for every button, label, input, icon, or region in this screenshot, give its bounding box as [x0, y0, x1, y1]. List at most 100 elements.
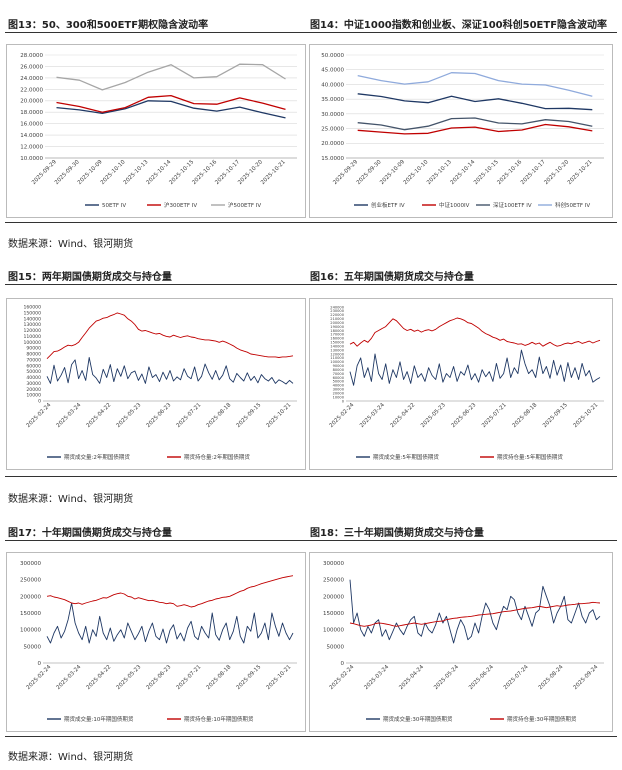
- x-tick-label: 2025-10-21: [573, 402, 600, 429]
- x-tick-label: 2025-05-23: [116, 402, 143, 429]
- chart14-svg: 15.0000 20.0000 25.0000 30.0000 35.0000 40.00…: [321, 53, 604, 209]
- chart18-title: 图18：三十年期国债期货成交与持仓量: [310, 528, 484, 539]
- y-tick-label: 50.0000: [321, 53, 344, 59]
- y-tick-label: 240000: [330, 305, 344, 309]
- y-tick-label: 60000: [26, 363, 41, 369]
- y-tick-label: 0: [342, 399, 345, 403]
- y-tick-label: 110000: [330, 356, 344, 360]
- series-line: [349, 317, 601, 347]
- y-tick-label: 16.0000: [20, 122, 43, 128]
- y-tick-label: 90000: [26, 346, 41, 352]
- x-tick-label: 2025-08-18: [206, 402, 233, 429]
- y-tick-label: 250000: [323, 578, 344, 584]
- y-tick-label: 70000: [26, 357, 41, 363]
- y-tick-label: 35.0000: [321, 97, 344, 103]
- chart17-title: 图17：十年期国债期货成交与持仓量: [8, 528, 172, 539]
- y-tick-label: 0: [38, 399, 41, 405]
- x-tick-label: 2025-09-15: [542, 402, 569, 429]
- x-tick-label: 2025-05-24: [433, 664, 460, 691]
- y-tick-label: 80000: [26, 352, 41, 358]
- y-tick-label: 20000: [333, 391, 345, 395]
- y-tick-label: 150000: [323, 611, 344, 617]
- y-tick-label: 10000: [26, 393, 41, 399]
- series-line: [349, 349, 601, 386]
- series-line: [46, 602, 294, 644]
- legend-label: 沪300ETF IV: [164, 201, 197, 209]
- y-tick-label: 20000: [26, 387, 41, 393]
- y-tick-label: 150000: [20, 611, 41, 617]
- y-tick-label: 190000: [330, 325, 344, 329]
- series-line: [46, 575, 294, 608]
- legend-label: 期货持仓量:5年期国债期货: [497, 453, 563, 461]
- x-tick-label: 2025-05-23: [116, 664, 143, 691]
- legend-label: 期货成交量:5年期国债期货: [373, 453, 439, 461]
- y-tick-label: 50000: [327, 644, 345, 650]
- x-tick-label: 2025-09-24: [573, 664, 600, 691]
- divider: [5, 222, 617, 223]
- y-tick-label: 60000: [333, 376, 345, 380]
- y-tick-label: 140000: [23, 316, 41, 322]
- y-tick-label: 20.0000: [321, 141, 344, 147]
- series-line: [56, 100, 286, 119]
- x-tick-label: 2025-06-23: [146, 402, 173, 429]
- y-tick-label: 10000: [333, 395, 345, 399]
- y-tick-label: 200000: [330, 321, 344, 325]
- series-line: [349, 601, 601, 627]
- series-line: [46, 357, 294, 385]
- x-tick-label: 2025-04-22: [390, 402, 417, 429]
- y-tick-label: 50000: [26, 369, 41, 375]
- x-tick-label: 2025-10-21: [260, 159, 287, 186]
- y-tick-label: 100000: [323, 628, 344, 634]
- divider: [5, 284, 617, 285]
- x-tick-label: 2025-03-24: [56, 402, 83, 429]
- y-tick-label: 0: [341, 661, 345, 667]
- chart14-panel: 15.0000 20.0000 25.0000 30.0000 35.0000 40.00…: [309, 44, 613, 218]
- chart17-svg: 0 50000 100000 150000 200000 250000 300000 2025…: [20, 561, 297, 723]
- x-tick-label: 2025-03-24: [363, 664, 390, 691]
- y-tick-label: 110000: [23, 334, 41, 340]
- y-tick-label: 200000: [323, 594, 344, 600]
- y-tick-label: 22.0000: [20, 87, 43, 93]
- legend-label: 创业板ETF IV: [371, 201, 405, 209]
- chart13-title: 图13：50、300和500ETF期权隐含波动率: [8, 20, 209, 31]
- x-tick-label: 2025-02-24: [329, 402, 356, 429]
- legend-label: 深证100ETF IV: [493, 201, 532, 209]
- legend-label: 期货成交量:2年期国债期货: [64, 453, 130, 461]
- legend-label: 沪500ETF IV: [228, 201, 261, 209]
- x-tick-label: 2025-09-15: [236, 664, 263, 691]
- y-tick-label: 14.0000: [20, 133, 43, 139]
- x-tick-label: 2025-02-24: [26, 664, 53, 691]
- x-tick-label: 2025-10-21: [266, 664, 293, 691]
- y-tick-label: 200000: [20, 594, 41, 600]
- y-tick-label: 0: [38, 661, 42, 667]
- series-line: [357, 93, 593, 111]
- chart15-svg: 0100002000030000400005000060000700008000…: [23, 305, 297, 461]
- y-tick-label: 25.0000: [321, 126, 344, 132]
- x-tick-label: 2025-09-15: [236, 402, 263, 429]
- y-tick-label: 300000: [323, 561, 344, 567]
- chart17-panel: 0 50000 100000 150000 200000 250000 300000 2025…: [6, 552, 306, 732]
- y-tick-label: 160000: [330, 337, 344, 341]
- x-tick-label: 2025-04-24: [398, 664, 425, 691]
- source-note: 数据来源：Wind、银河期货: [8, 239, 134, 250]
- x-tick-label: 2025-04-22: [86, 402, 113, 429]
- divider: [5, 32, 617, 33]
- y-tick-label: 130000: [23, 322, 41, 328]
- chart14-title: 图14：中证1000指数和创业板、深证100科创50ETF隐含波动率: [310, 20, 608, 31]
- x-tick-label: 2025-03-24: [56, 664, 83, 691]
- series-line: [357, 72, 593, 97]
- legend-label: 期货持仓量:30年期国债期货: [507, 715, 577, 723]
- y-tick-label: 100000: [20, 628, 41, 634]
- x-tick-label: 2025-08-18: [512, 402, 539, 429]
- y-tick-label: 150000: [330, 341, 344, 345]
- legend-label: 科创50ETF IV: [555, 201, 590, 209]
- x-tick-label: 2025-10-21: [266, 402, 293, 429]
- y-tick-label: 80000: [333, 368, 345, 372]
- y-tick-label: 120000: [23, 328, 41, 334]
- y-tick-label: 150000: [23, 310, 41, 316]
- y-tick-label: 170000: [330, 333, 344, 337]
- y-tick-label: 26.0000: [20, 64, 43, 70]
- divider: [5, 736, 617, 737]
- y-tick-label: 210000: [330, 317, 344, 321]
- y-tick-label: 140000: [330, 344, 344, 348]
